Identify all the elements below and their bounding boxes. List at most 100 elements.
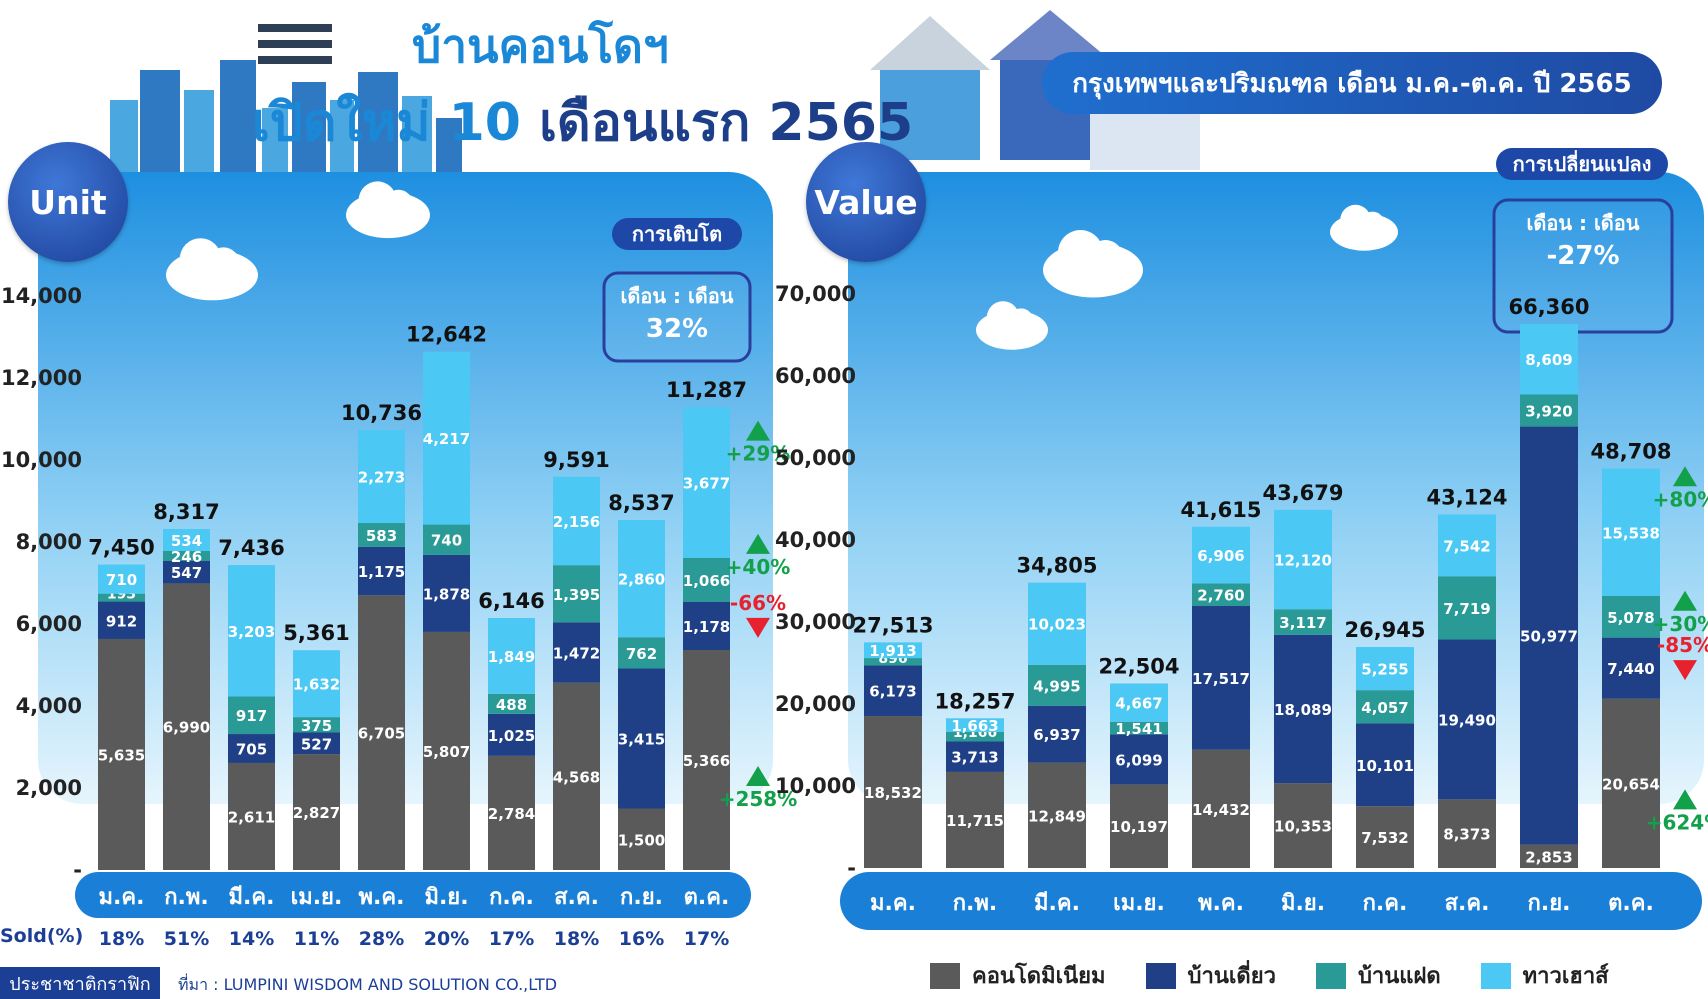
- data-label-detached: 1,878: [423, 585, 470, 603]
- building-icon: [220, 60, 256, 180]
- bar-segment-detached: [946, 741, 1004, 772]
- data-label-detached: 3,415: [618, 730, 665, 748]
- value-badge: Value: [806, 142, 926, 262]
- value-y-tick-label: 50,000: [775, 446, 856, 470]
- sold-percent-label: 18%: [554, 928, 599, 950]
- data-label-detached: 3,713: [951, 749, 998, 767]
- subtitle-pill: กรุงเทพฯและปริมณฑล เดือน ม.ค.-ต.ค. ปี 25…: [1042, 52, 1662, 114]
- source-text: ที่มา : LUMPINI WISDOM AND SOLUTION CO.,…: [178, 975, 558, 994]
- value-y-tick-label: 60,000: [775, 364, 856, 388]
- legend-label-townhouse: ทาวเฮาส์: [1522, 964, 1609, 989]
- bar-segment-semi: [1356, 690, 1414, 724]
- bar-total-label: 9,591: [543, 448, 609, 472]
- bar-segment-townhouse: [553, 476, 600, 566]
- bar-segment-detached: [358, 546, 405, 596]
- data-label-condo: 5,635: [98, 746, 145, 764]
- bar-segment-condo: [1028, 762, 1086, 868]
- data-label-townhouse: 2,860: [618, 571, 665, 589]
- data-label-condo: 6,990: [163, 719, 210, 737]
- arrow-up-icon: [746, 420, 770, 441]
- data-label-semi: 1,541: [1115, 720, 1162, 738]
- data-label-detached: 7,440: [1607, 660, 1654, 678]
- bar-segment-detached: [1602, 637, 1660, 699]
- unit-category-label: เม.ย.: [291, 885, 343, 910]
- data-label-condo: 10,353: [1274, 818, 1332, 836]
- data-label-detached: 10,101: [1356, 757, 1414, 775]
- data-label-condo: 10,197: [1110, 818, 1168, 836]
- bar-total-label: 6,146: [478, 589, 544, 613]
- legend-item-townhouse: ทาวเฮาส์: [1480, 958, 1609, 993]
- unit-y-tick-label: 14,000: [1, 284, 82, 308]
- cloud-icon: [1043, 230, 1143, 298]
- data-label-condo: 18,532: [864, 784, 922, 802]
- data-label-condo: 2,784: [488, 805, 535, 823]
- bar-segment-condo: [1192, 749, 1250, 868]
- unit-category-label: ต.ค.: [684, 885, 730, 910]
- sold-percent-label: 28%: [359, 928, 404, 950]
- brand-label: ประชาชาติกราฟิก: [0, 967, 160, 999]
- growth-pill-unit: การเติบโต: [612, 218, 742, 250]
- data-label-condo: 20,654: [1602, 775, 1660, 793]
- data-label-condo: 2,853: [1525, 848, 1572, 866]
- legend-item-semi: บ้านแฝด: [1315, 958, 1441, 993]
- unit-category-label: ก.ย.: [620, 885, 663, 910]
- bar-segment-semi: [618, 637, 665, 669]
- bar-segment-townhouse: [1028, 582, 1086, 665]
- cloud-icon: [346, 181, 430, 239]
- data-label-semi: 1,066: [683, 572, 730, 590]
- sold-percent-label: 17%: [684, 928, 729, 950]
- bar-total-label: 43,124: [1426, 485, 1507, 509]
- bar-segment-townhouse: [488, 618, 535, 694]
- bar-total-label: 34,805: [1016, 554, 1097, 578]
- bar-segment-detached: [683, 601, 730, 650]
- building-icon: [402, 96, 432, 180]
- bar-total-label: 26,945: [1344, 618, 1425, 642]
- legend-label-condo: คอนโดมิเนียม: [972, 964, 1106, 989]
- bar-segment-detached: [1110, 734, 1168, 785]
- value-mom-value: -27%: [1546, 241, 1619, 271]
- data-label-semi: 4,995: [1033, 677, 1080, 695]
- bar-segment-condo: [293, 754, 340, 870]
- data-label-detached: 6,099: [1115, 751, 1162, 769]
- bar-segment-semi: [946, 731, 1004, 742]
- data-label-townhouse: 2,273: [358, 468, 405, 486]
- bar-segment-detached: [553, 622, 600, 683]
- data-label-condo: 2,827: [293, 804, 340, 822]
- change-label-detached: -85%: [1657, 633, 1708, 657]
- bar-segment-detached: [1356, 723, 1414, 807]
- bar-segment-townhouse: [98, 564, 145, 594]
- data-label-townhouse: 3,677: [683, 475, 730, 493]
- bar-segment-townhouse: [1274, 509, 1332, 610]
- unit-mom-box: [602, 271, 752, 363]
- data-label-condo: 5,807: [423, 743, 470, 761]
- bar-segment-semi: [1110, 721, 1168, 735]
- building-icon: [330, 100, 354, 180]
- change-label-detached: -66%: [730, 591, 786, 615]
- bar-segment-condo: [946, 771, 1004, 868]
- house-icon: [880, 70, 980, 160]
- building-icon: [184, 90, 214, 180]
- bar-total-label: 18,257: [934, 689, 1015, 713]
- sold-percent-label: 18%: [99, 928, 144, 950]
- data-label-semi: 375: [301, 717, 332, 735]
- bar-segment-townhouse: [358, 429, 405, 524]
- data-label-condo: 12,849: [1028, 807, 1086, 825]
- data-label-townhouse: 12,120: [1274, 552, 1332, 570]
- change-label-condo: +624%: [1646, 810, 1708, 834]
- bar-segment-townhouse: [1438, 514, 1496, 577]
- data-label-detached: 547: [171, 564, 202, 582]
- arrow-up-icon: [1673, 789, 1697, 810]
- cloud-part: [383, 189, 414, 220]
- value-y-tick-label: 30,000: [775, 610, 856, 634]
- bar-segment-condo: [423, 631, 470, 870]
- bar-total-label: 8,317: [153, 500, 219, 524]
- bar-segment-townhouse: [228, 565, 275, 697]
- data-label-condo: 8,373: [1443, 826, 1490, 844]
- house-roof-icon: [990, 10, 1110, 60]
- data-label-townhouse: 710: [106, 571, 137, 589]
- unit-y-tick-label: 12,000: [1, 366, 82, 390]
- data-label-townhouse: 1,663: [951, 717, 998, 735]
- data-label-semi: 762: [626, 645, 657, 663]
- bar-total-label: 41,615: [1180, 498, 1261, 522]
- data-label-condo: 1,500: [618, 831, 665, 849]
